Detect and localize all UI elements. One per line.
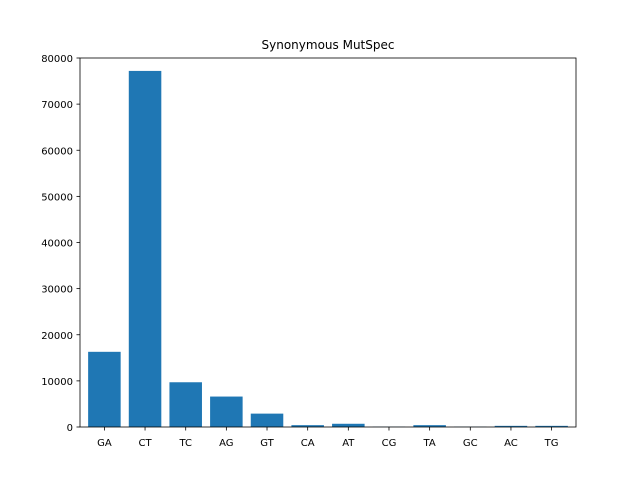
x-tick-label: GC <box>463 438 478 449</box>
bar-at <box>332 423 365 427</box>
x-tick-label: AC <box>504 438 518 449</box>
x-tick-label: CT <box>139 438 153 449</box>
x-tick-label: CA <box>301 438 315 449</box>
bar-ct <box>128 70 162 427</box>
bar-gt <box>250 413 284 427</box>
y-tick-label: 50000 <box>41 192 73 203</box>
bars-group <box>88 70 568 427</box>
y-tick-label: 10000 <box>41 377 73 388</box>
plot-frame <box>79 57 577 428</box>
y-tick-label: 40000 <box>41 239 73 250</box>
x-tick-label: AT <box>342 438 355 449</box>
chart-title: Synonymous MutSpec <box>262 38 395 52</box>
bar-ac <box>494 425 528 427</box>
y-tick-label: 60000 <box>41 146 73 157</box>
bar-ga <box>88 351 121 427</box>
x-tick-label: CG <box>382 438 397 449</box>
bar-ta <box>413 425 446 427</box>
y-tick-label: 30000 <box>41 285 73 296</box>
x-tick-label: GT <box>260 438 274 449</box>
bar-tc <box>169 382 202 427</box>
y-tick-label: 20000 <box>41 331 73 342</box>
x-tick-label: TC <box>178 438 192 449</box>
y-axis: 0 10000 20000 30000 40000 50000 60000 70000 8000… <box>41 54 80 434</box>
bar-ag <box>210 396 243 427</box>
bar-ca <box>291 425 324 427</box>
x-axis: GA CT TC AG GT CA AT CG TA GC AC TG <box>97 427 559 449</box>
x-tick-label: GA <box>97 438 112 449</box>
x-tick-label: TG <box>544 438 559 449</box>
y-tick-label: 0 <box>67 423 73 434</box>
y-tick-label: 80000 <box>41 54 73 65</box>
x-tick-label: TA <box>423 438 436 449</box>
x-tick-label: AG <box>219 438 233 449</box>
bar-tg <box>535 425 568 427</box>
y-tick-label: 70000 <box>41 100 73 111</box>
